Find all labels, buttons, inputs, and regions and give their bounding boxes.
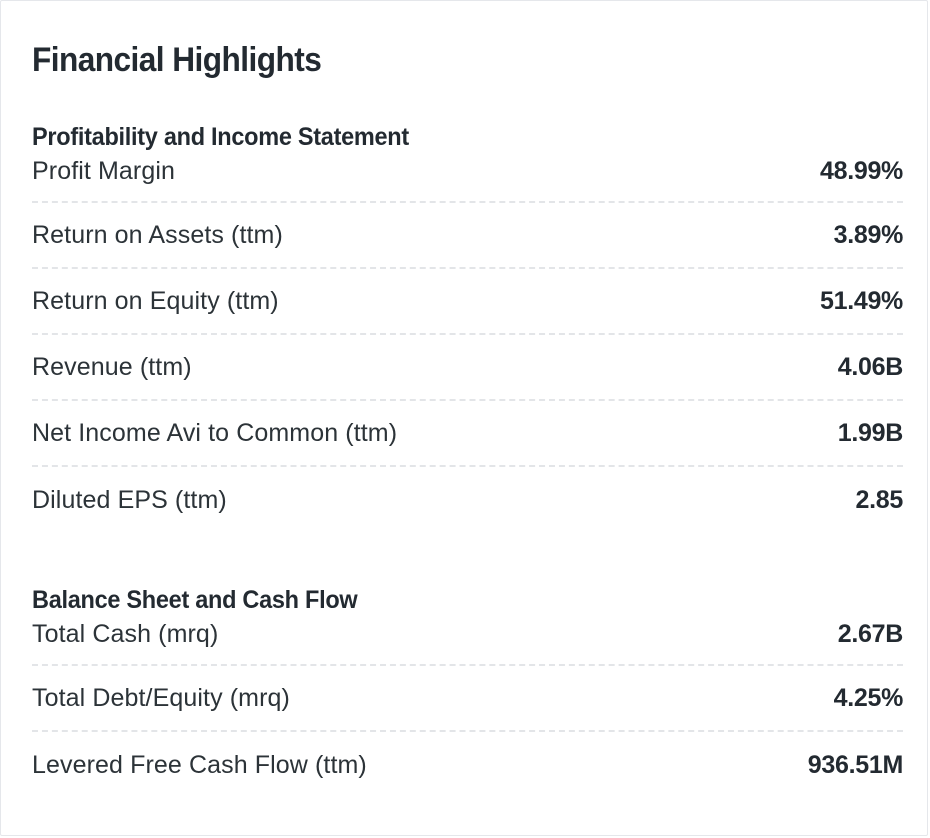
stat-row-revenue: Revenue (ttm) 4.06B: [32, 335, 903, 401]
stat-row-net-income: Net Income Avi to Common (ttm) 1.99B: [32, 401, 903, 467]
stat-row-diluted-eps: Diluted EPS (ttm) 2.85: [32, 467, 903, 533]
stat-value: 936.51M: [807, 750, 904, 779]
stat-row-profit-margin: Profit Margin 48.99%: [32, 154, 903, 203]
stat-value: 4.25%: [833, 683, 904, 712]
stat-label: Return on Assets (ttm): [32, 220, 283, 249]
stats-list: Profit Margin 48.99% Return on Assets (t…: [32, 154, 903, 533]
stat-value: 51.49%: [820, 286, 903, 315]
stats-list: Total Cash (mrq) 2.67B Total Debt/Equity…: [32, 617, 903, 798]
page-title: Financial Highlights: [32, 41, 322, 79]
stat-value: 2.85: [855, 485, 904, 514]
stat-row-total-cash: Total Cash (mrq) 2.67B: [32, 617, 903, 666]
stat-label: Return on Equity (ttm): [32, 286, 279, 315]
stat-row-levered-free-cash-flow: Levered Free Cash Flow (ttm) 936.51M: [32, 732, 903, 798]
stat-row-return-on-equity: Return on Equity (ttm) 51.49%: [32, 269, 903, 335]
section-profitability: Profitability and Income Statement Profi…: [32, 120, 903, 533]
stat-label: Levered Free Cash Flow (ttm): [32, 750, 367, 779]
stat-value: 3.89%: [833, 220, 904, 249]
section-balance-sheet: Balance Sheet and Cash Flow Total Cash (…: [32, 583, 903, 798]
stat-value: 2.67B: [837, 620, 904, 648]
stat-value: 1.99B: [837, 418, 904, 447]
stat-value: 4.06B: [837, 352, 904, 381]
stat-row-total-debt-equity: Total Debt/Equity (mrq) 4.25%: [32, 666, 903, 732]
stat-label: Total Cash (mrq): [32, 620, 219, 648]
stat-label: Profit Margin: [32, 157, 176, 185]
stat-label: Diluted EPS (ttm): [32, 485, 227, 514]
stat-label: Revenue (ttm): [32, 352, 192, 381]
stat-row-return-on-assets: Return on Assets (ttm) 3.89%: [32, 203, 903, 269]
stat-label: Total Debt/Equity (mrq): [32, 683, 290, 712]
stat-value: 48.99%: [820, 157, 903, 185]
section-heading: Balance Sheet and Cash Flow: [32, 586, 358, 614]
section-heading: Profitability and Income Statement: [32, 123, 409, 151]
stat-label: Net Income Avi to Common (ttm): [32, 418, 398, 447]
